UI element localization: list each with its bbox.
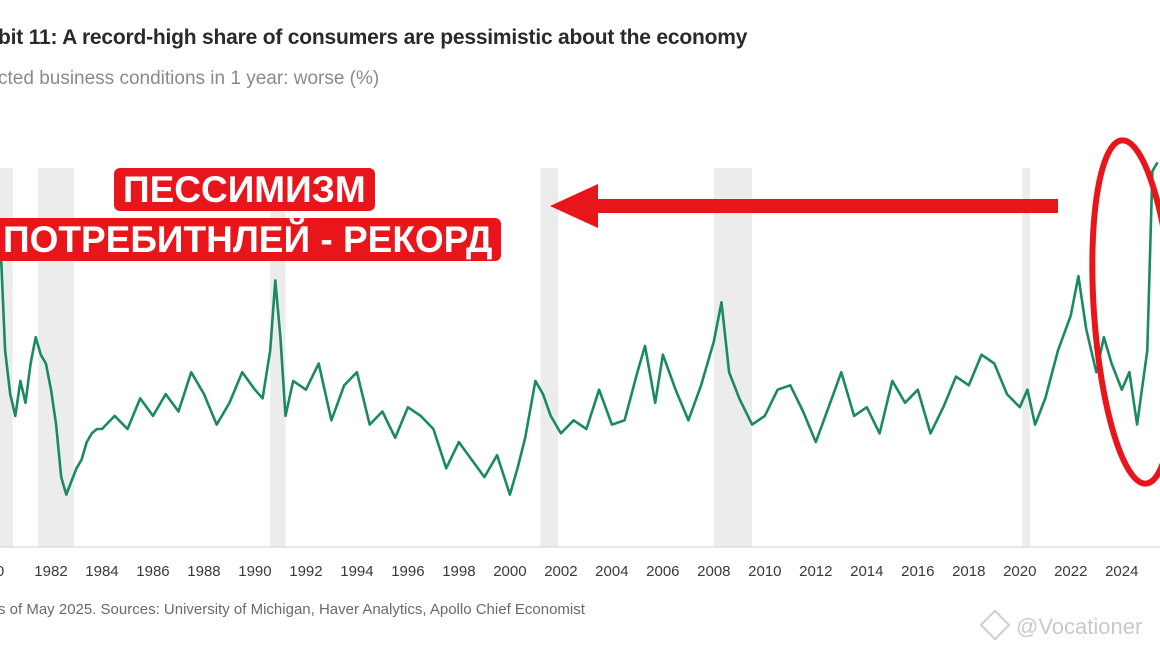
x-tick-label: 1992: [289, 563, 322, 580]
chart-title: bit 11: A record-high share of consumers…: [0, 26, 748, 49]
x-axis-tick-labels: 0 1982 1984 1986 1988 1990 1992 1994 1996 1998 200…: [0, 563, 1138, 580]
x-tick-label: 1990: [238, 563, 271, 580]
annotation-label-line1: ПЕССИМИЗМ: [114, 168, 375, 211]
x-tick-label: 1984: [85, 563, 118, 580]
x-tick-label: 2020: [1003, 563, 1036, 580]
diamond-logo-icon: [979, 609, 1011, 641]
watermark-text: @Vocationer: [1016, 614, 1143, 639]
recession-band: [1022, 168, 1030, 547]
recession-shading: [0, 168, 1030, 547]
annotation-label-line2: ПОТРЕБИТНЛЕЙ - РЕКОРД: [0, 218, 502, 261]
x-tick-label: 2014: [850, 563, 883, 580]
x-tick-label: 1988: [187, 563, 220, 580]
x-tick-label: 2016: [901, 563, 934, 580]
series-line-worse-pct: [0, 161, 1159, 496]
recession-band: [713, 168, 753, 547]
red-arrow-annotation: [550, 184, 1058, 228]
source-note: s of May 2025. Sources: University of Mi…: [0, 601, 585, 618]
x-tick-label: 1994: [340, 563, 373, 580]
recession-band: [540, 168, 559, 547]
x-tick-label: 2008: [697, 563, 730, 580]
x-tick-label: 1982: [34, 563, 67, 580]
chart-subtitle: cted business conditions in 1 year: wors…: [0, 68, 380, 89]
x-tick-label: 1998: [442, 563, 475, 580]
x-tick-label: 2018: [952, 563, 985, 580]
x-tick-label: 2004: [595, 563, 628, 580]
x-tick-label: 2002: [544, 563, 577, 580]
x-tick-label: 1996: [391, 563, 424, 580]
watermark: @Vocationer: [979, 609, 1143, 641]
x-tick-label: 2006: [646, 563, 679, 580]
x-tick-label: 2012: [799, 563, 832, 580]
x-tick-label: 2022: [1054, 563, 1087, 580]
x-tick-label: 1986: [136, 563, 169, 580]
recession-band: [270, 168, 286, 547]
x-tick-label: 2024: [1105, 563, 1138, 580]
red-ellipse-highlight: [1089, 137, 1160, 487]
x-tick-label: 0: [0, 563, 4, 580]
x-tick-label: 2000: [493, 563, 526, 580]
x-tick-label: 2010: [748, 563, 781, 580]
